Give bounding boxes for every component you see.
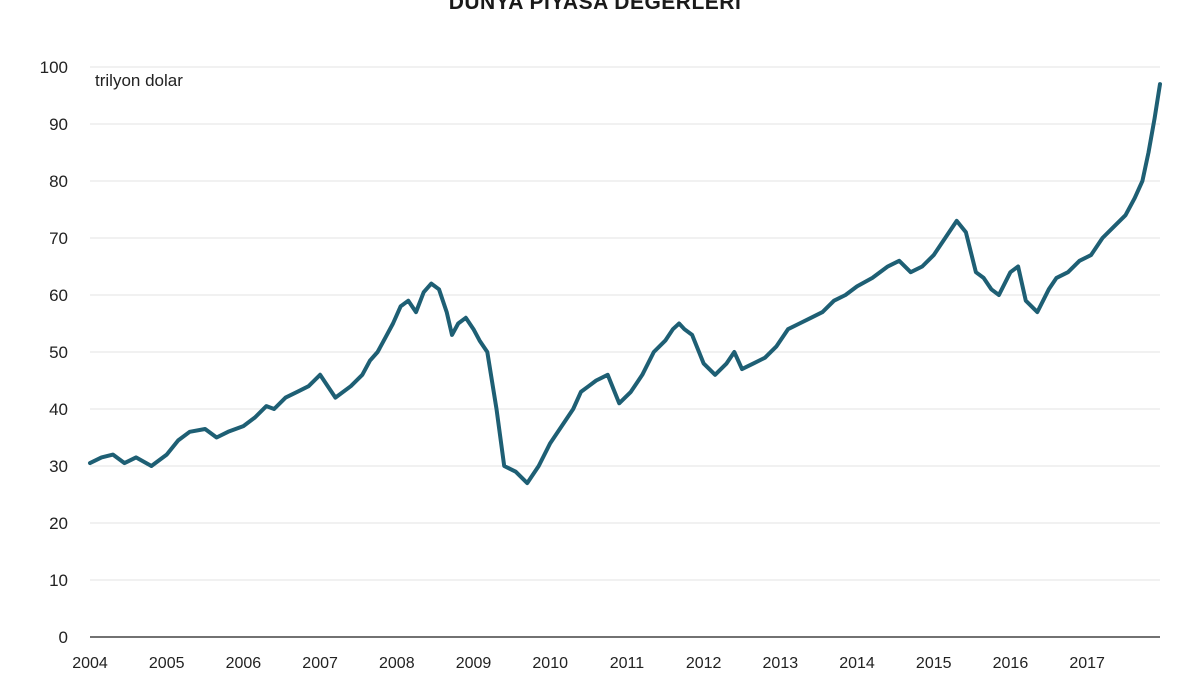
y-tick-label: 0 <box>59 628 68 647</box>
x-axis-ticks: 2004 2005 2006 2007 2008 2009 2010 2011 2012 2013… <box>72 655 1105 672</box>
x-tick-label: 2007 <box>302 655 338 672</box>
y-tick-label: 80 <box>49 172 68 191</box>
x-tick-label: 2014 <box>839 655 875 672</box>
x-tick-label: 2015 <box>916 655 952 672</box>
y-tick-label: 100 <box>40 58 68 77</box>
x-tick-label: 2006 <box>226 655 262 672</box>
y-tick-label: 30 <box>49 457 68 476</box>
unit-label: trilyon dolar <box>95 71 183 90</box>
y-tick-label: 50 <box>49 343 68 362</box>
x-tick-label: 2013 <box>763 655 799 672</box>
x-tick-label: 2012 <box>686 655 722 672</box>
x-tick-label: 2004 <box>72 655 108 672</box>
y-tick-label: 70 <box>49 229 68 248</box>
x-tick-label: 2008 <box>379 655 415 672</box>
y-tick-label: 10 <box>49 571 68 590</box>
chart-title: DÜNYA PİYASA DEĞERLERİ <box>448 0 742 14</box>
series-layer <box>88 82 1162 486</box>
y-tick-label: 90 <box>49 115 68 134</box>
x-tick-label: 2011 <box>610 655 645 672</box>
x-tick-label: 2009 <box>456 655 492 672</box>
y-tick-label: 40 <box>49 400 68 419</box>
grid-lines <box>90 66 1160 581</box>
y-tick-label: 20 <box>49 514 68 533</box>
y-tick-label: 60 <box>49 286 68 305</box>
y-axis-ticks: 0 10 20 30 40 50 60 70 80 90 100 <box>40 58 68 647</box>
x-tick-label: 2010 <box>532 655 568 672</box>
x-tick-label: 2017 <box>1069 655 1105 672</box>
series-line <box>88 82 1162 486</box>
x-tick-label: 2016 <box>993 655 1029 672</box>
x-tick-label: 2005 <box>149 655 185 672</box>
